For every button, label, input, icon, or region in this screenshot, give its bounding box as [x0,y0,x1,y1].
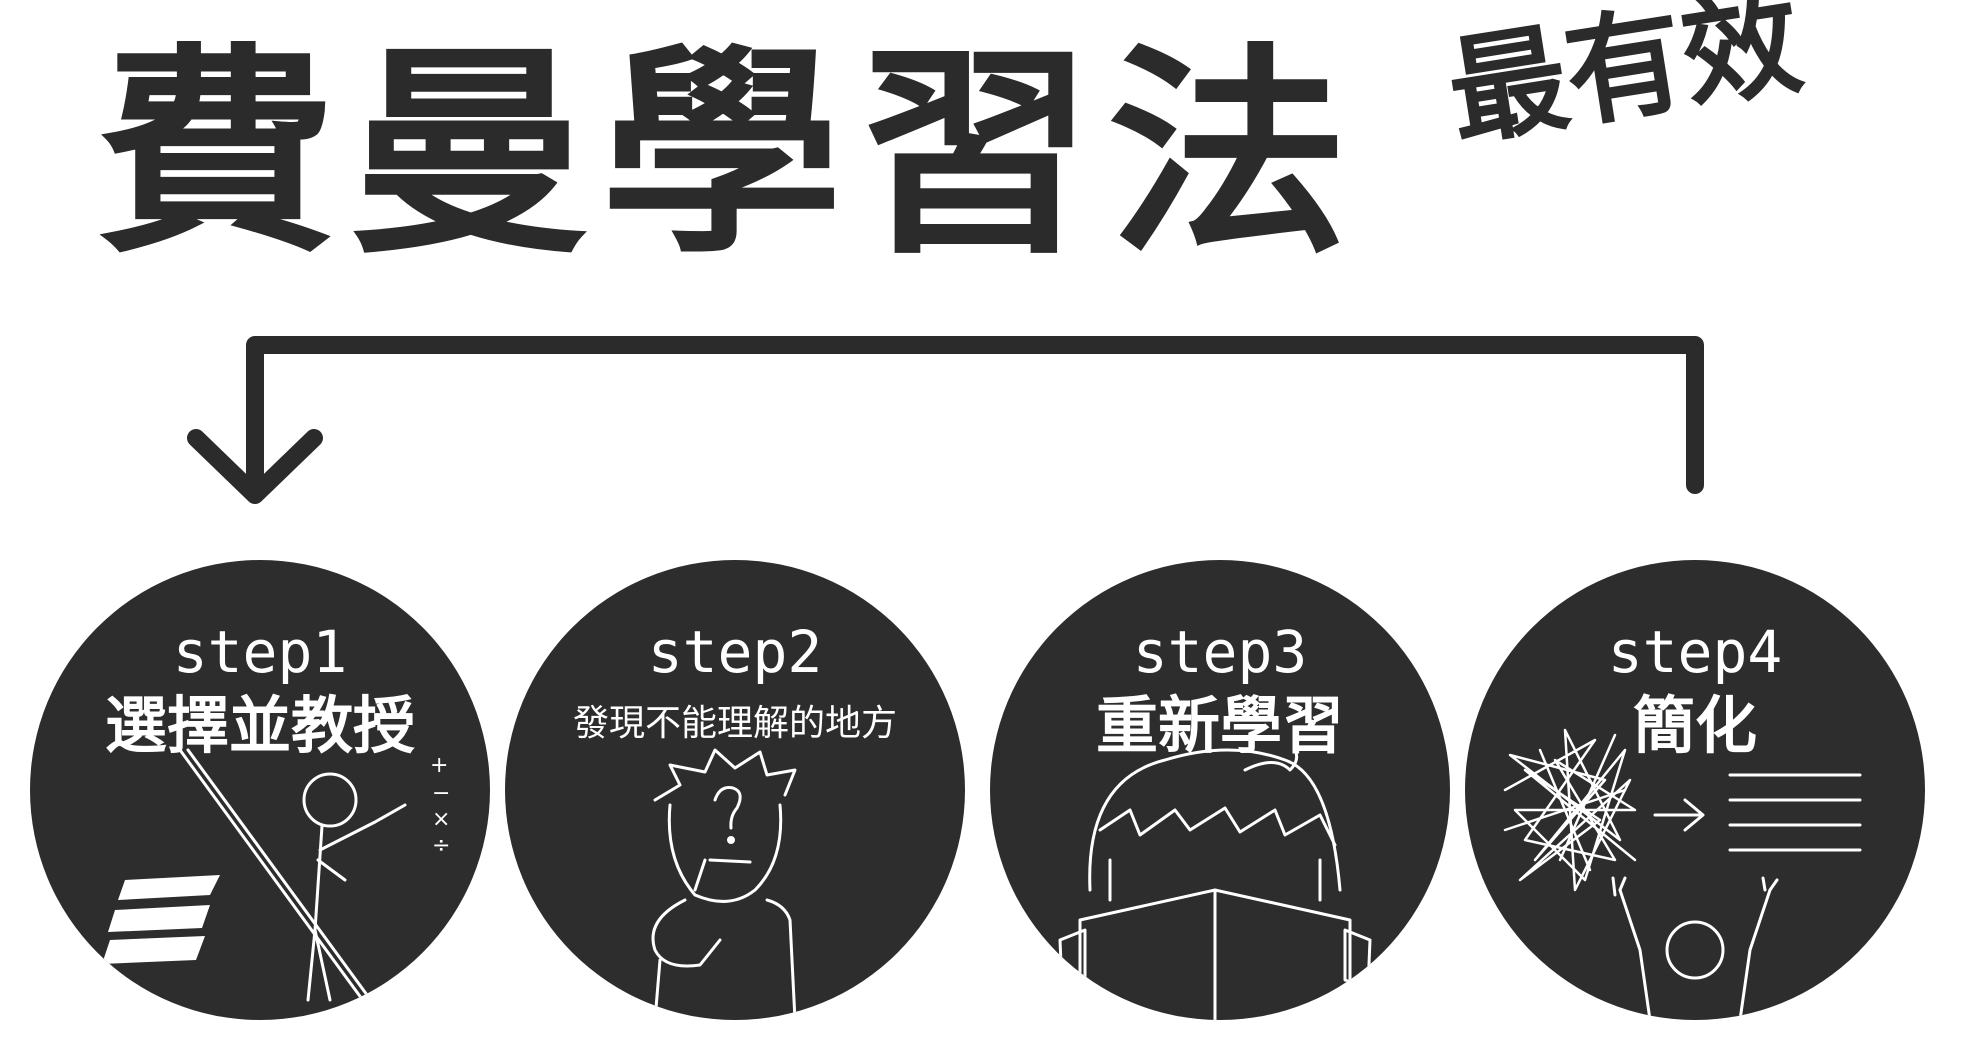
step-3-circle: step3 重新學習 [990,560,1450,1020]
step-4-description: 簡化 [1632,689,1757,762]
reading-person-icon [1058,748,1372,1020]
simplify-tangle-to-lines-icon [1503,728,1862,1020]
math-symbol: × [432,807,450,832]
step-1-description: 選擇並教授 [104,689,415,762]
step-1-label: step1 [172,618,348,686]
step-2-description: 發現不能理解的地方 [572,703,897,744]
main-title: 費曼學習法 [95,26,1360,284]
math-symbol: ÷ [432,833,450,858]
step-4-circle: step4 簡化 [1465,560,1925,1020]
thinking-person-icon [651,748,797,1020]
step-3-label: step3 [1132,618,1308,686]
step-4-label: step4 [1607,618,1783,686]
math-symbol: − [432,781,450,806]
step-3-description: 重新學習 [1095,689,1344,762]
step-2-circle: step2 發現不能理解的地方 [505,560,965,1020]
step-2-label: step2 [647,618,823,686]
step-1-circle: + − × ÷ step1 選擇並教授 [30,560,490,1020]
teacher-at-blackboard-icon: + − × ÷ [102,748,450,1012]
math-symbol: + [430,753,448,778]
